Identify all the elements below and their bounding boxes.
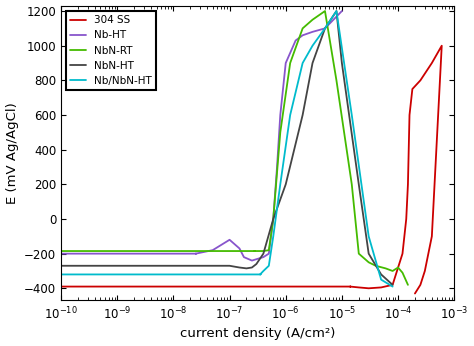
304 SS <box>410 87 415 91</box>
304 SS <box>323 284 328 289</box>
NbN-RT <box>203 249 209 253</box>
304 SS <box>293 284 299 289</box>
Legend: 304 SS, Nb-HT, NbN-RT, NbN-HT, Nb/NbN-HT: 304 SS, Nb-HT, NbN-RT, NbN-HT, Nb/NbN-HT <box>66 11 156 90</box>
Line: NbN-RT: NbN-RT <box>61 11 408 285</box>
Line: Nb-HT: Nb-HT <box>61 11 342 261</box>
Nb-HT <box>138 252 144 256</box>
Nb-HT <box>339 9 345 13</box>
Line: NbN-HT: NbN-HT <box>61 11 392 285</box>
NbN-RT <box>287 61 293 65</box>
Nb-HT <box>274 165 280 169</box>
NbN-RT <box>222 249 228 253</box>
Nb/NbN-HT <box>390 284 395 289</box>
Nb/NbN-HT <box>254 272 260 276</box>
304 SS <box>58 284 64 289</box>
NbN-HT <box>150 264 155 268</box>
NbN-HT <box>118 264 124 268</box>
NbN-RT <box>366 260 372 264</box>
NbN-RT <box>322 9 328 13</box>
Nb-HT <box>182 252 187 256</box>
NbN-HT <box>58 264 64 268</box>
Nb/NbN-HT <box>334 9 339 13</box>
Nb/NbN-HT <box>257 272 263 276</box>
Nb-HT <box>165 252 171 256</box>
Y-axis label: E (mV Ag/AgCl): E (mV Ag/AgCl) <box>6 102 18 204</box>
304 SS <box>308 284 314 289</box>
Nb-HT <box>168 252 173 256</box>
NbN-HT <box>112 264 118 268</box>
NbN-RT <box>405 283 411 287</box>
304 SS <box>412 291 418 295</box>
NbN-HT <box>390 283 395 287</box>
304 SS <box>230 284 236 289</box>
Nb-HT <box>58 252 64 256</box>
Nb/NbN-HT <box>247 272 253 276</box>
Nb/NbN-HT <box>79 272 84 276</box>
NbN-RT <box>58 249 64 253</box>
Line: 304 SS: 304 SS <box>61 46 442 293</box>
NbN-RT <box>334 78 339 82</box>
Line: Nb/NbN-HT: Nb/NbN-HT <box>61 11 392 286</box>
X-axis label: current density (A/cm²): current density (A/cm²) <box>180 327 335 340</box>
NbN-HT <box>221 264 227 268</box>
Nb/NbN-HT <box>300 61 305 65</box>
Nb-HT <box>249 258 255 263</box>
304 SS <box>439 44 445 48</box>
NbN-HT <box>147 264 153 268</box>
NbN-RT <box>252 249 258 253</box>
304 SS <box>289 284 294 289</box>
Nb-HT <box>175 252 181 256</box>
Nb/NbN-HT <box>261 269 266 273</box>
NbN-HT <box>187 264 192 268</box>
Nb/NbN-HT <box>58 272 64 276</box>
NbN-HT <box>334 9 339 13</box>
